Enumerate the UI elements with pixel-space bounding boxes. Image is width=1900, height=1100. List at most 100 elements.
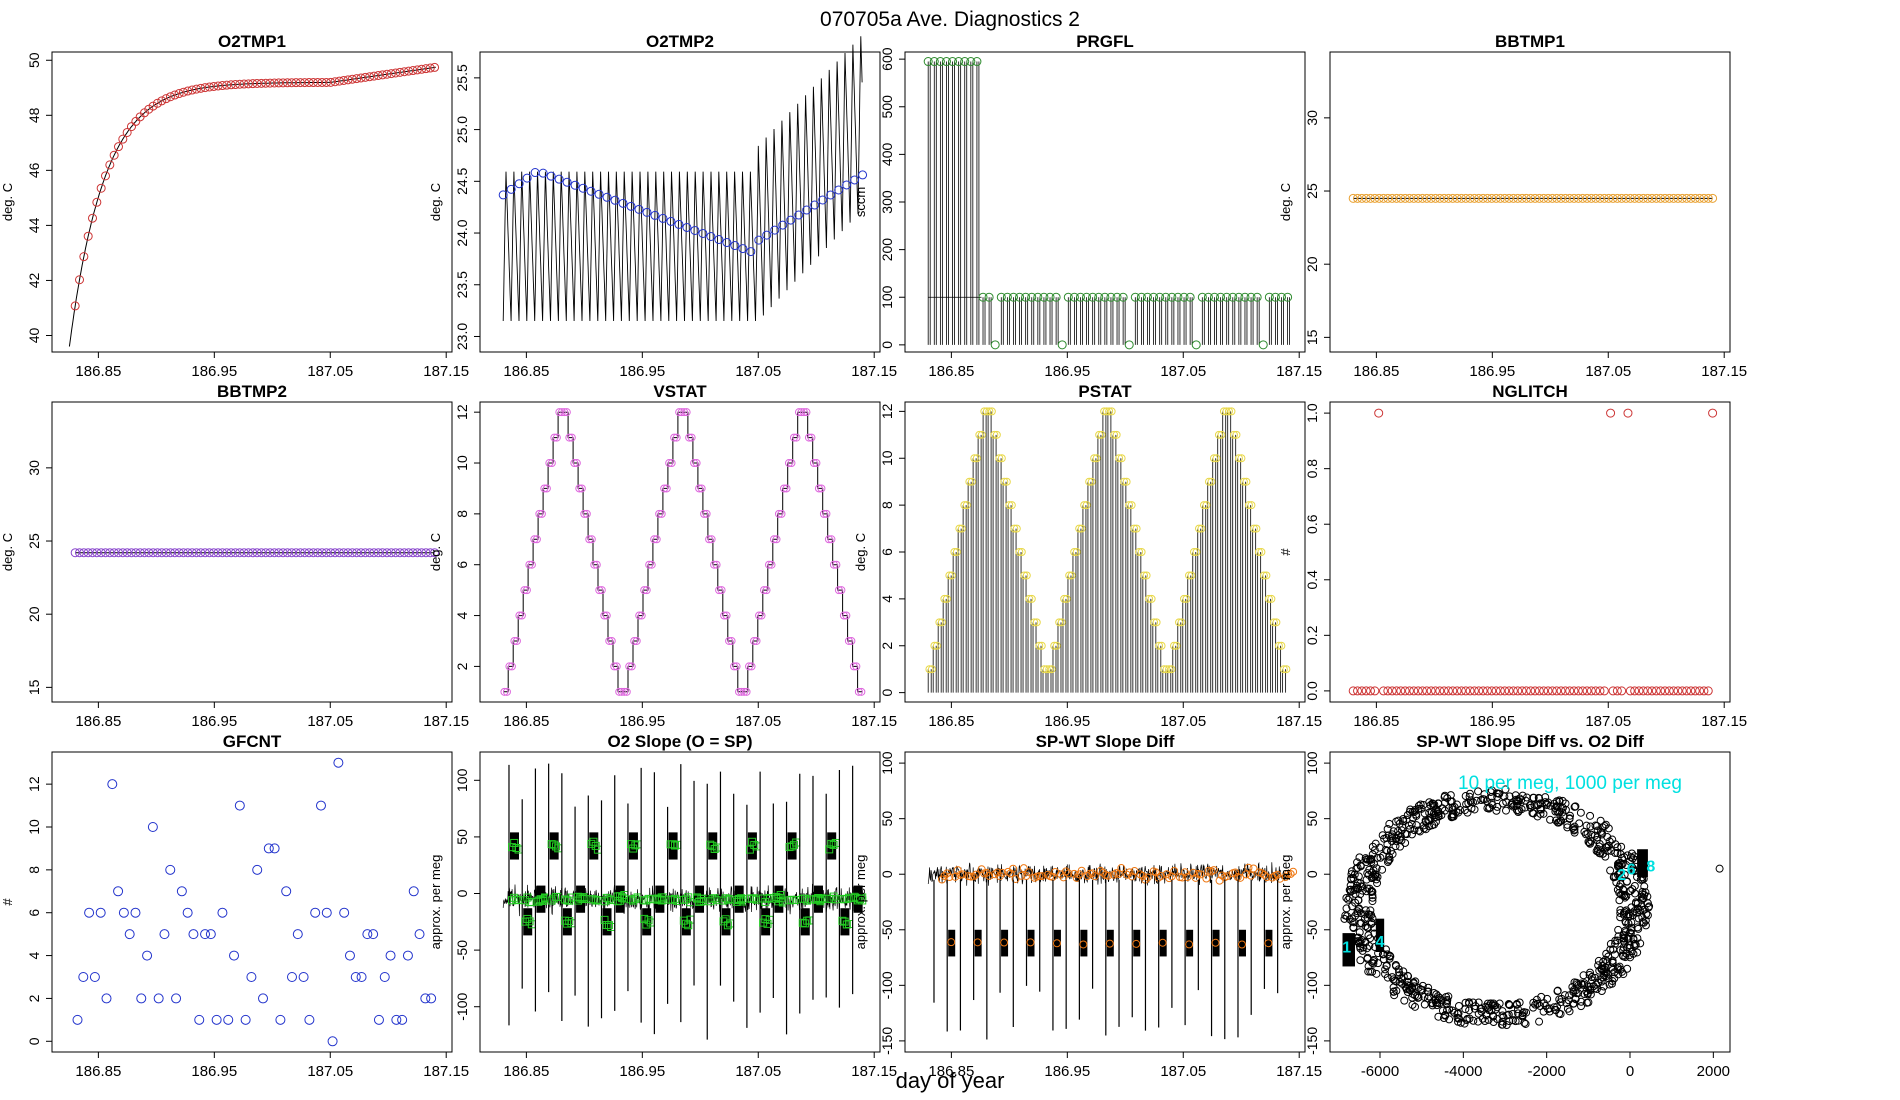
data-point — [1682, 193, 1692, 203]
data-point — [1015, 548, 1024, 556]
data-point — [1669, 193, 1679, 203]
data-point — [1608, 958, 1617, 967]
data-point — [594, 189, 604, 199]
data-point — [1556, 686, 1566, 696]
data-point — [1703, 193, 1713, 203]
data-point — [1002, 477, 1011, 486]
data-point — [1439, 686, 1449, 696]
data-point — [1539, 193, 1549, 203]
data-point — [176, 886, 187, 897]
data-point — [1095, 430, 1104, 439]
data-point — [1264, 939, 1273, 948]
data-point — [1708, 193, 1718, 203]
data-point — [692, 459, 701, 468]
data-point — [152, 98, 162, 108]
data-point — [1599, 193, 1609, 203]
data-point — [308, 78, 318, 88]
data-point — [1573, 193, 1583, 203]
data-point — [222, 80, 232, 90]
data-point — [1284, 869, 1293, 878]
data-point — [1536, 804, 1545, 813]
y-axis-label: deg. C — [0, 533, 15, 571]
data-point — [1257, 869, 1266, 878]
data-point — [1643, 686, 1653, 696]
x-tick-label: 186.85 — [928, 713, 974, 730]
data-point — [797, 408, 806, 417]
data-point — [680, 408, 689, 417]
data-point — [1503, 1011, 1512, 1020]
noise-block — [974, 929, 982, 957]
data-point — [334, 76, 344, 86]
data-point — [1596, 816, 1605, 825]
y-tick-label: 0 — [879, 341, 895, 349]
data-point — [1363, 869, 1372, 878]
data-point — [595, 586, 604, 595]
data-point — [782, 484, 791, 493]
data-point — [602, 611, 611, 620]
data-point — [642, 920, 651, 929]
data-point — [246, 972, 257, 982]
data-point — [1260, 870, 1269, 879]
series-line — [502, 36, 863, 322]
data-point — [832, 560, 841, 569]
data-point — [612, 662, 621, 671]
x-tick-label: 186.85 — [1353, 713, 1399, 730]
data-point — [1493, 802, 1502, 811]
y-tick-label: 6 — [454, 561, 470, 569]
data-point — [618, 198, 628, 208]
y-tick-label: -150 — [1304, 1027, 1320, 1055]
data-point — [502, 687, 511, 696]
data-point — [1478, 193, 1488, 203]
data-point — [339, 907, 350, 918]
data-point — [1576, 808, 1585, 817]
data-point — [1045, 665, 1054, 674]
data-point — [1595, 686, 1605, 696]
data-point — [1586, 811, 1595, 820]
data-point — [1080, 501, 1089, 510]
data-point — [1535, 1017, 1544, 1026]
data-point — [770, 535, 779, 544]
data-point — [1537, 992, 1546, 1001]
y-axis-label: sccm — [853, 187, 868, 217]
data-point — [854, 687, 863, 696]
x-tick-label: 187.05 — [1585, 363, 1631, 380]
data-point — [1638, 193, 1648, 203]
data-point — [1590, 831, 1599, 840]
data-point — [1609, 945, 1618, 954]
data-point — [794, 210, 804, 220]
data-point — [804, 433, 813, 442]
data-point — [786, 215, 796, 225]
data-point — [575, 484, 584, 493]
data-point — [685, 433, 694, 442]
data-point — [687, 433, 696, 442]
x-tick-label: 186.95 — [619, 713, 665, 730]
data-point — [1055, 618, 1064, 627]
data-point — [720, 611, 729, 620]
data-point — [269, 548, 279, 558]
y-tick-label: -150 — [879, 1027, 895, 1055]
data-point — [927, 665, 936, 674]
data-point — [700, 509, 709, 518]
data-point — [799, 408, 808, 417]
data-point — [1236, 873, 1245, 882]
data-point — [1508, 1010, 1517, 1019]
data-point — [1614, 925, 1623, 934]
data-point — [213, 548, 223, 558]
data-point — [182, 907, 193, 918]
plot-frame — [1329, 51, 1731, 353]
plot-annotation: 10 per meg, 1000 per meg — [1458, 773, 1682, 794]
data-point — [1378, 831, 1387, 840]
data-point — [1349, 923, 1358, 932]
data-point — [785, 843, 794, 852]
data-point — [1474, 1009, 1483, 1018]
data-point — [196, 83, 206, 93]
noise-block — [549, 832, 559, 860]
data-point — [1553, 987, 1562, 996]
data-point — [814, 894, 823, 903]
data-point — [1118, 292, 1128, 302]
data-point — [1628, 911, 1637, 920]
data-point — [1614, 859, 1623, 868]
x-tick-label: 187.05 — [735, 363, 781, 380]
data-point — [1505, 792, 1514, 801]
data-point — [730, 241, 740, 251]
